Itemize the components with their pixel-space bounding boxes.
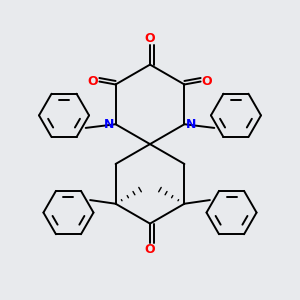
Text: O: O bbox=[145, 32, 155, 46]
Text: O: O bbox=[145, 243, 155, 256]
Text: N: N bbox=[186, 118, 196, 131]
Text: O: O bbox=[88, 75, 98, 88]
Text: N: N bbox=[104, 118, 114, 131]
Text: O: O bbox=[202, 75, 212, 88]
